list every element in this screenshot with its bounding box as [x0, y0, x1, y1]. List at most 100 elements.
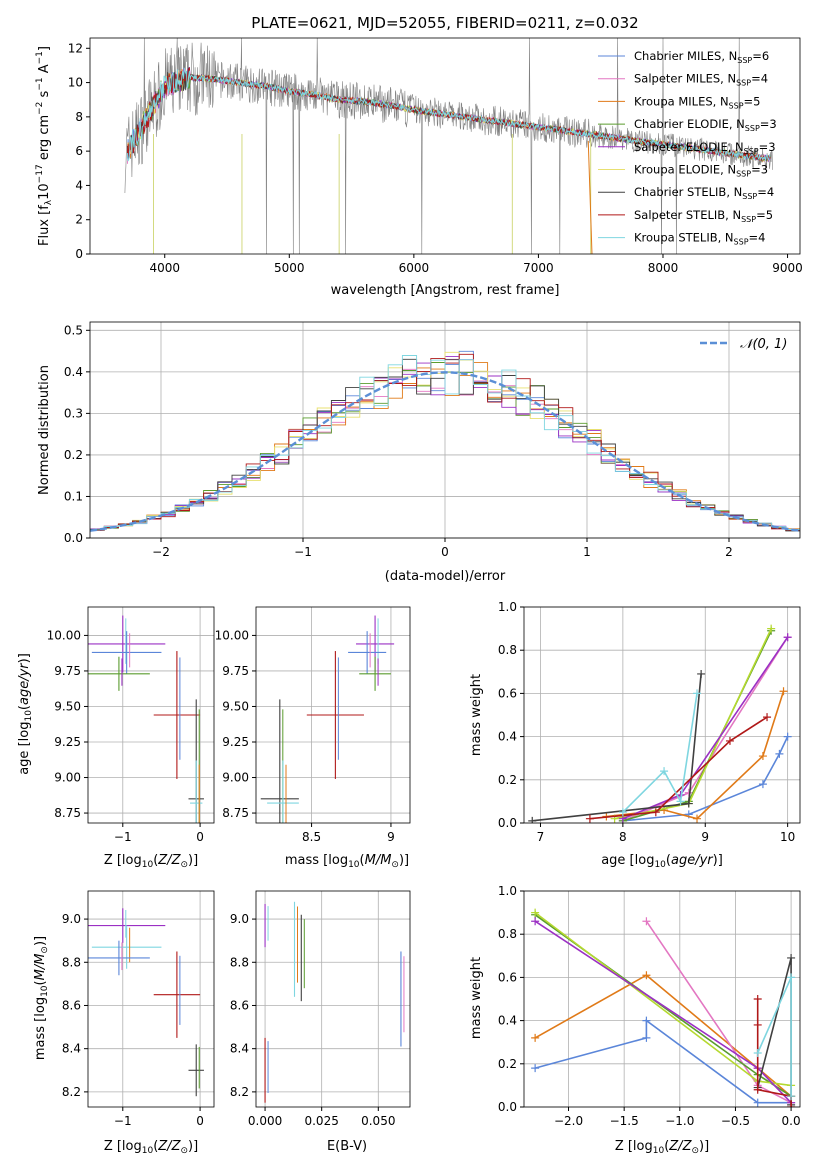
- mass-weight-marker: [787, 973, 796, 982]
- x-tick-label: 2: [725, 545, 733, 559]
- mass-weight-marker: [660, 767, 669, 776]
- mass-weight-marker: [642, 917, 651, 926]
- age-vs-metallicity-panel: −1 0 8.75 9.00 9.25 9.50 9.75 10.00: [47, 606, 215, 844]
- spectrum-ylabel: Flux [fλ10−17 erg cm−2 s−1 A−1]: [35, 46, 54, 246]
- legend-label: Salpeter STELIB, NSSP=5: [634, 208, 773, 224]
- x-tick-label: −2.0: [554, 1114, 583, 1128]
- mass-weight-marker: [753, 1085, 762, 1094]
- y-tick-label: 0.8: [498, 643, 517, 657]
- y-tick-label: 0.6: [498, 686, 517, 700]
- y-tick-label: 0.4: [64, 365, 83, 379]
- y-tick-label: 9.00: [54, 771, 81, 785]
- spectrum-drop: [587, 140, 593, 254]
- mass-weight-marker: [753, 995, 762, 1003]
- axes-frame: [87, 890, 215, 1108]
- x-tick-label: 6000: [399, 261, 430, 275]
- mass-weight-marker: [783, 732, 792, 741]
- y-tick-label: 0.3: [64, 406, 83, 420]
- y-tick-label: 1.0: [498, 884, 517, 898]
- spectrum-title: PLATE=0621, MJD=52055, FIBERID=0211, z=0…: [251, 14, 638, 32]
- legend-label: Chabrier MILES, NSSP=6: [634, 49, 769, 65]
- x-tick-label: −1.5: [610, 1114, 639, 1128]
- mass-weight-marker: [783, 633, 792, 642]
- residual-ylabel: Normed distribution: [37, 365, 52, 495]
- mass-weight-marker: [753, 1049, 762, 1057]
- y-tick-label: 6: [75, 144, 83, 158]
- mass-vs-metallicity-panel: −1 0 8.2 8.4 8.6 8.8 9.0: [62, 890, 215, 1128]
- y-tick-label: 12: [68, 41, 83, 55]
- legend-label: Chabrier ELODIE, NSSP=3: [634, 117, 777, 133]
- residual-panel: −2 −1 0 1 2 0.0 0.1 0.2 0.3 0.4 0.5 (data-model)/e…: [37, 321, 801, 584]
- mass-weight-marker: [753, 1098, 762, 1107]
- spectrum-xlabel: wavelength [Angstrom, rest frame]: [331, 283, 560, 298]
- spectrum-axes-frame: [89, 37, 801, 255]
- mass-weight-marker: [642, 1016, 651, 1025]
- x-tick-label: 0.0: [782, 1114, 801, 1128]
- x-tick-label: 8.5: [302, 830, 321, 844]
- y-tick-label: 8.4: [62, 1042, 81, 1056]
- y-tick-label: 10.00: [215, 628, 249, 642]
- weight-vs-age-panel: 7 8 9 10 0.0 0.2 0.4 0.6 0.8 1.0: [498, 600, 801, 844]
- x-tick-label: 0.000: [248, 1114, 282, 1128]
- y-tick-label: 2: [75, 213, 83, 227]
- y-tick-label: 1.0: [498, 600, 517, 614]
- mass-weight-marker: [787, 1103, 796, 1107]
- y-tick-label: 10: [68, 76, 83, 90]
- mass-weight-marker: [528, 816, 537, 823]
- mass-weight-line: [534, 911, 792, 1087]
- y-tick-label: 8.8: [62, 955, 81, 969]
- mass-ebv-xlabel: E(B-V): [327, 1139, 367, 1154]
- mass-z-xlabel: Z [log10(Z/Z⊙)]: [104, 1139, 198, 1156]
- mass-weight-line: [589, 716, 768, 820]
- y-tick-label: 9.75: [54, 664, 81, 678]
- mass-weight-marker: [697, 669, 706, 678]
- weight-age-ylabel: mass weight: [469, 674, 484, 756]
- y-tick-label: 9.75: [222, 664, 249, 678]
- mass-weight-marker: [684, 799, 693, 808]
- legend-label: Salpeter MILES, NSSP=4: [634, 72, 768, 88]
- y-tick-label: 8.2: [230, 1085, 249, 1099]
- axes-frame: [255, 890, 411, 1108]
- mass-weight-marker: [758, 752, 767, 761]
- y-tick-label: 8.75: [222, 806, 249, 820]
- y-tick-label: 9.50: [54, 699, 81, 713]
- x-tick-label: 7: [537, 830, 545, 844]
- y-tick-label: 8.2: [62, 1085, 81, 1099]
- mass-weight-marker: [763, 713, 772, 722]
- weight-z-xlabel: Z [log10(Z/Z⊙)]: [615, 1139, 709, 1156]
- x-tick-label: 9: [387, 830, 395, 844]
- x-tick-label: 0.050: [361, 1114, 395, 1128]
- y-tick-label: 9.00: [222, 771, 249, 785]
- mass-weight-marker: [585, 814, 594, 823]
- age-z-ylabel: age [log10(age/yr)]: [17, 653, 34, 775]
- mass-weight-marker: [531, 908, 540, 917]
- spectrum-panel: PLATE=0621, MJD=52055, FIBERID=0211, z=0…: [35, 14, 803, 298]
- mass-weight-marker: [775, 749, 784, 758]
- axes-frame: [87, 606, 215, 824]
- y-tick-label: 0: [75, 247, 83, 261]
- x-tick-label: 9: [701, 830, 709, 844]
- y-tick-label: 8.6: [62, 998, 81, 1012]
- mass-weight-marker: [642, 971, 651, 980]
- mass-weight-marker: [758, 780, 767, 789]
- spectrum-legend: Chabrier MILES, NSSP=6 Salpeter MILES, NS…: [598, 49, 777, 247]
- x-tick-label: 0.025: [304, 1114, 338, 1128]
- mass-vs-ebv-panel: 0.000 0.025 0.050 8.2 8.4 8.6 8.8 9.0: [230, 890, 411, 1128]
- x-tick-label: 1: [583, 545, 591, 559]
- y-tick-label: 9.0: [230, 912, 249, 926]
- y-tick-label: 0.1: [64, 489, 83, 503]
- mass-weight-line: [622, 630, 772, 822]
- y-tick-label: 0.2: [498, 1057, 517, 1071]
- y-tick-label: 0.5: [64, 323, 83, 337]
- axes-frame: [523, 890, 801, 1108]
- y-tick-label: 0.2: [64, 448, 83, 462]
- mass-weight-line: [534, 974, 792, 1097]
- axes-frame: [523, 606, 801, 824]
- residual-legend: 𝒩(0, 1): [700, 337, 787, 352]
- mass-weight-line: [622, 693, 698, 813]
- legend-label: Salpeter ELODIE, NSSP=3: [634, 140, 776, 156]
- x-tick-label: −0.5: [721, 1114, 750, 1128]
- mass-weight-marker: [779, 687, 788, 696]
- normal-legend-label: 𝒩(0, 1): [740, 337, 787, 352]
- y-tick-label: 9.25: [54, 735, 81, 749]
